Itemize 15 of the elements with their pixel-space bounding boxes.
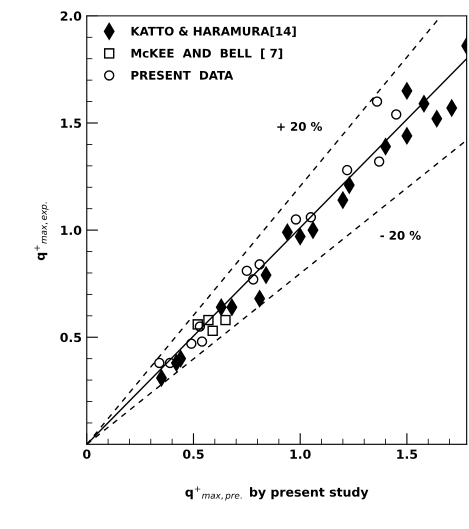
x-tick-label: 0	[83, 449, 91, 459]
legend-label: McKEE AND BELL [ 7]	[132, 48, 282, 60]
y-axis-title: q$^{+}$$_{max,exp.}$	[34, 202, 49, 260]
y-tick-label: 2.0	[60, 11, 82, 21]
x-tick-label: 1.0	[290, 449, 311, 459]
legend-label: KATTO & HARAMURA[14]	[132, 26, 296, 38]
series-label: + 20 %	[277, 122, 322, 131]
x-tick-label: 0.5	[183, 449, 204, 459]
series-label: - 20 %	[380, 230, 421, 240]
x-tick-label: 1.5	[397, 450, 418, 459]
y-tick-label: 1.5	[61, 118, 82, 128]
y-tick-label: 0.5	[60, 332, 82, 342]
x-axis-title: q$^{+}$$_{max,pre.}$ by present study	[185, 486, 368, 500]
legend-label: PRESENT DATA	[132, 70, 234, 80]
y-tick-label: 1.0	[61, 226, 82, 236]
